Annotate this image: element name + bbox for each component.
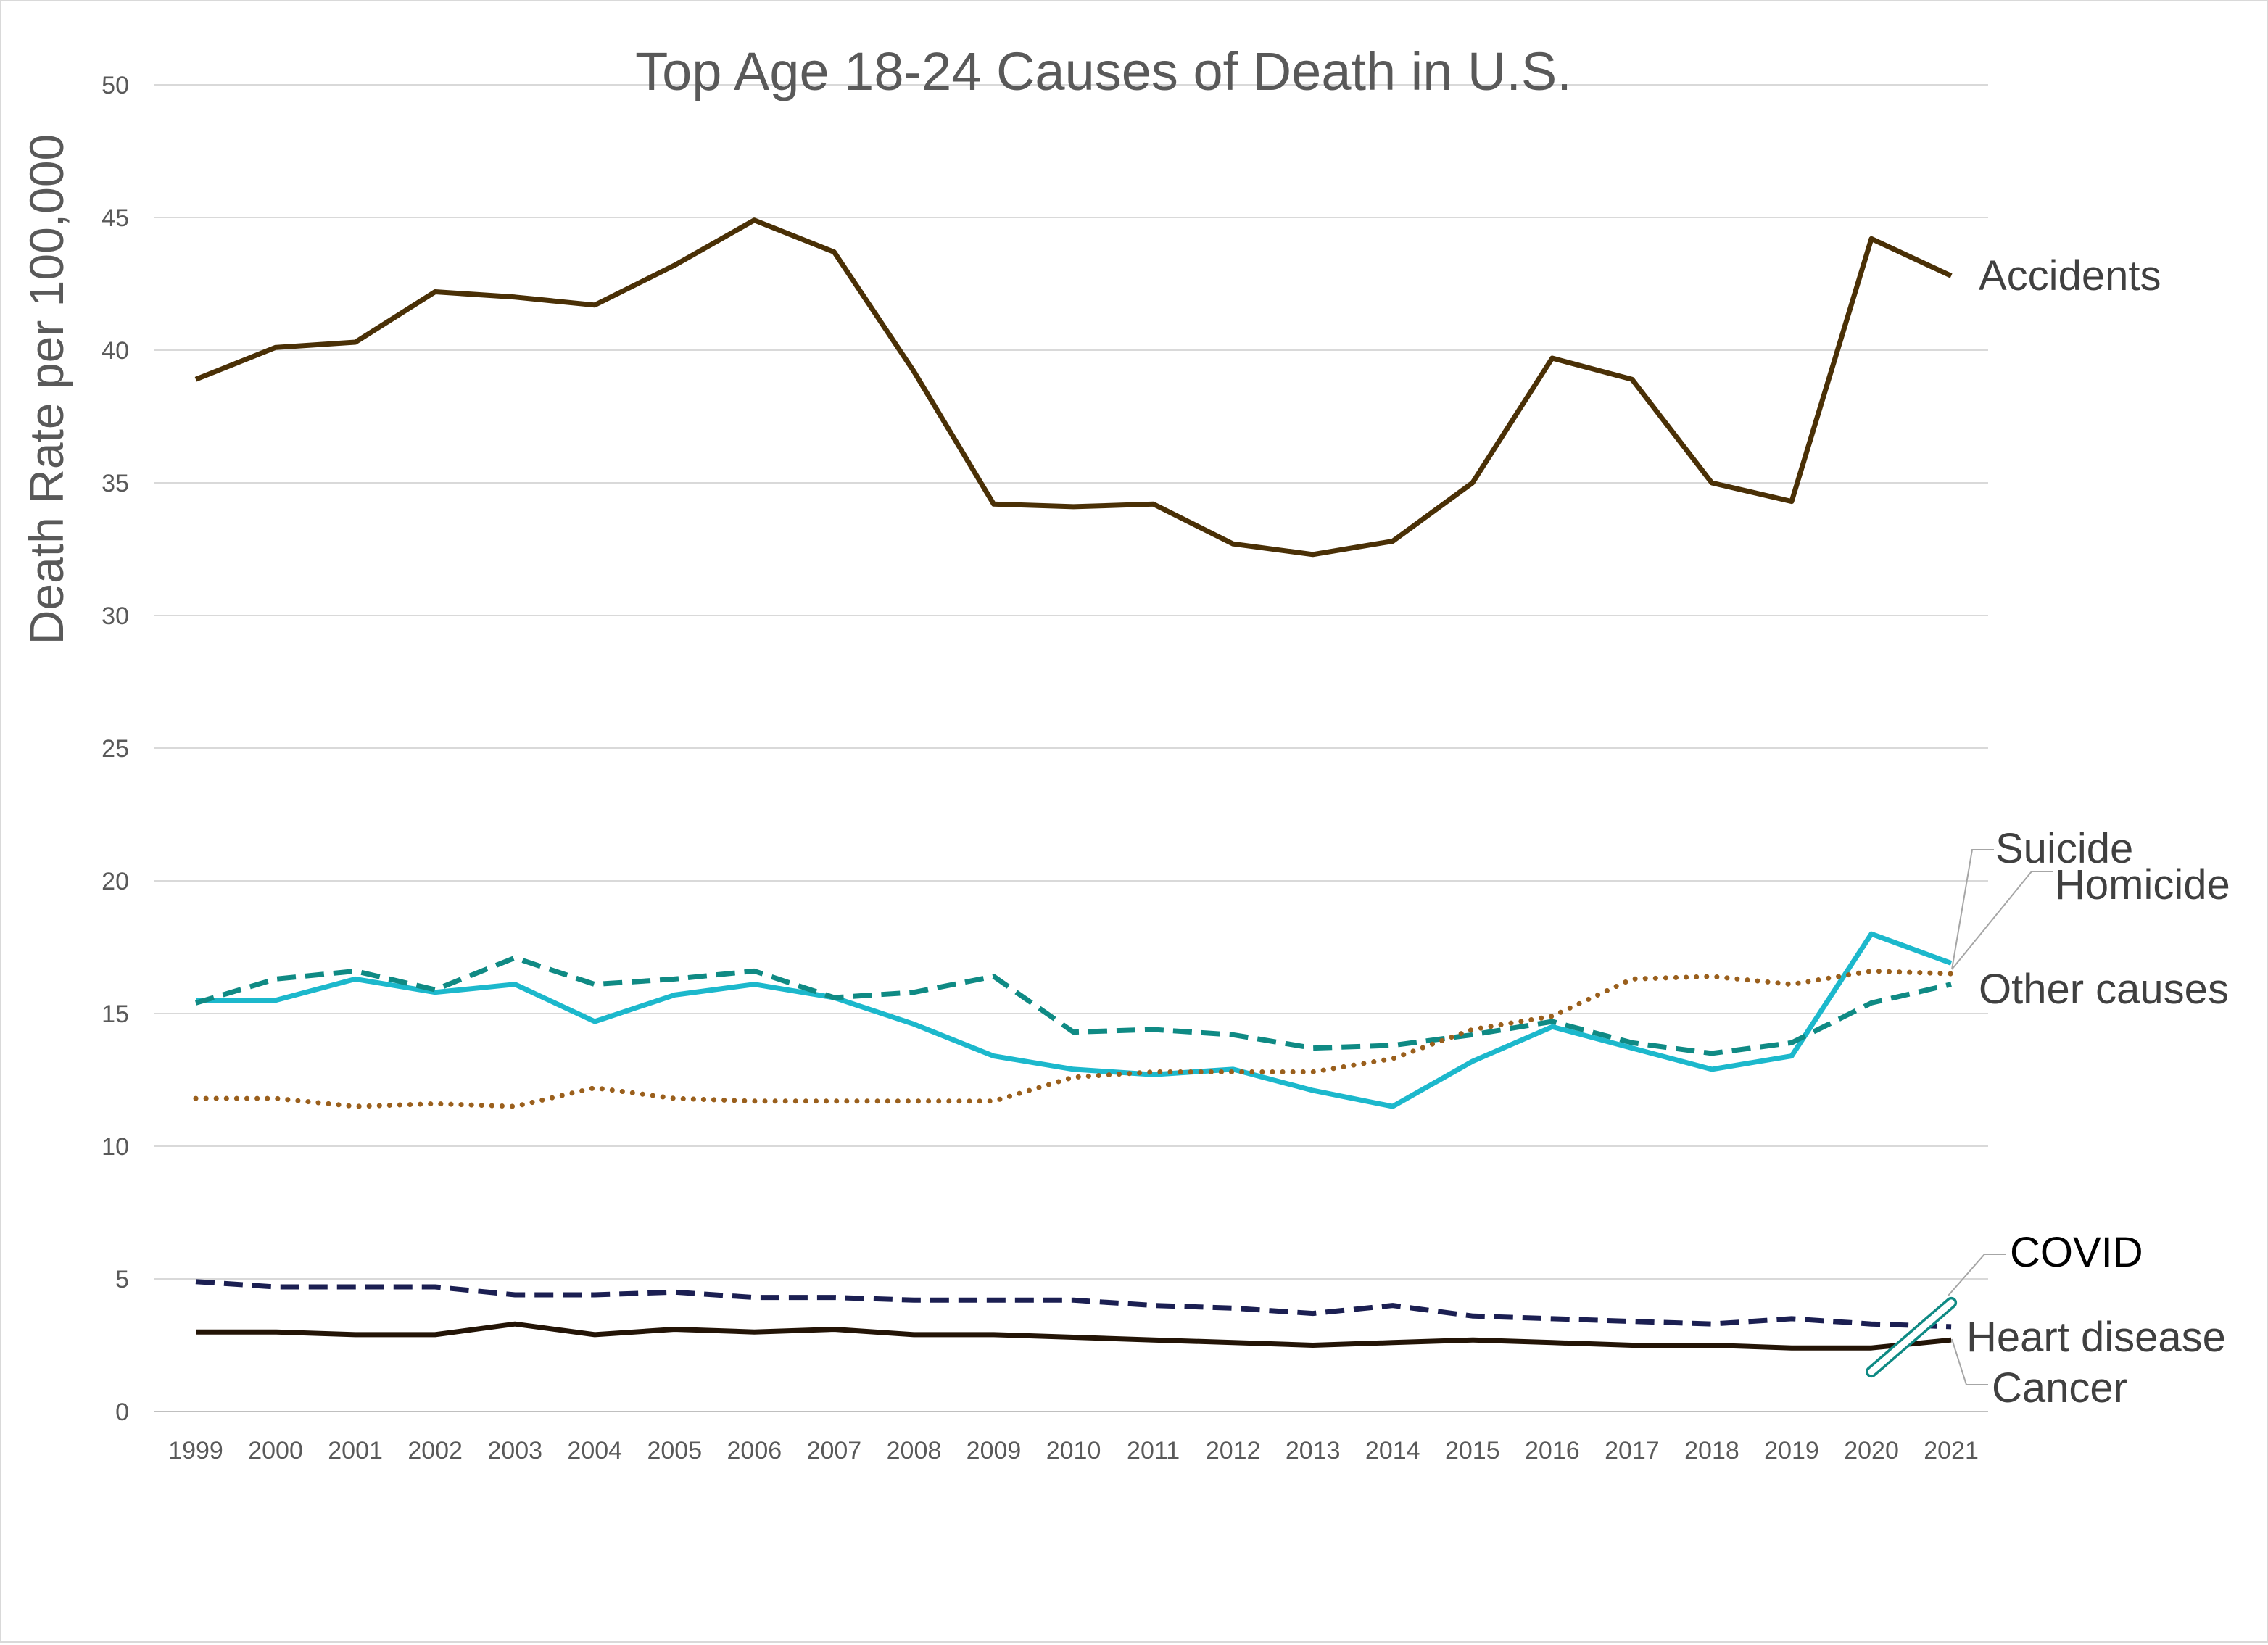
leader-line-homicide (1951, 871, 2053, 970)
gridlines (154, 84, 1988, 1412)
y-tick-label: 35 (102, 470, 129, 497)
x-tick-label: 2005 (647, 1437, 702, 1464)
x-tick-label: 2007 (807, 1437, 862, 1464)
x-tick-label: 2013 (1286, 1437, 1341, 1464)
x-tick-label: 2001 (328, 1437, 383, 1464)
y-tick-label: 30 (102, 602, 129, 630)
series-line-covid (1868, 1299, 1955, 1375)
y-tick-label: 0 (115, 1399, 129, 1426)
x-tick-label: 2020 (1844, 1437, 1899, 1464)
y-tick-label: 5 (115, 1266, 129, 1293)
x-tick-label: 2014 (1365, 1437, 1420, 1464)
x-tick-label: 2021 (1924, 1437, 1979, 1464)
series-label-covid: COVID (2010, 1229, 2143, 1276)
label-leader-lines (1948, 849, 2053, 1385)
x-tick-label: 2008 (887, 1437, 942, 1464)
x-tick-label: 2002 (407, 1437, 463, 1464)
y-tick-label: 40 (102, 337, 129, 365)
series-line-homicide (194, 955, 1952, 1056)
x-tick-label: 2004 (567, 1437, 622, 1464)
series-label-homicide: Homicide (2055, 861, 2230, 908)
x-tick-label: 2016 (1525, 1437, 1580, 1464)
leader-line-cancer (1951, 1338, 1988, 1385)
y-tick-label: 10 (102, 1133, 129, 1161)
series-label-other-causes: Other causes (1979, 966, 2229, 1013)
series-line-cancer (196, 1321, 1952, 1351)
x-tick-label: 2003 (487, 1437, 542, 1464)
x-tick-label: 2006 (727, 1437, 782, 1464)
y-tick-label: 50 (102, 72, 129, 99)
series-lines (193, 217, 1958, 1378)
x-tick-label: 1999 (168, 1437, 223, 1464)
y-tick-label: 20 (102, 868, 129, 895)
series-label-accidents: Accidents (1979, 252, 2161, 299)
x-tick-label: 2012 (1206, 1437, 1261, 1464)
series-label-heart-disease: Heart disease (1966, 1314, 2226, 1361)
y-tick-label: 45 (102, 204, 129, 232)
x-tick-label: 2000 (248, 1437, 303, 1464)
x-tick-label: 2017 (1605, 1437, 1660, 1464)
x-tick-label: 2019 (1764, 1437, 1819, 1464)
y-axis-title: Death Rate per 100,000 (20, 134, 73, 645)
x-tick-labels: 1999 2000 2001 2002 2003 2004 2005 2006 2007 2008… (168, 1437, 1979, 1464)
y-tick-labels: 0 5 10 15 20 25 30 35 40 45 50 (102, 72, 129, 1426)
leader-line-suicide (1951, 849, 1994, 970)
series-line-suicide (196, 931, 1953, 1109)
y-tick-label: 25 (102, 735, 129, 763)
series-line-accidents (194, 217, 1953, 558)
series-label-suicide: Suicide (1995, 825, 2133, 872)
series-line-heart-disease (195, 1279, 1952, 1330)
x-tick-label: 2015 (1445, 1437, 1500, 1464)
chart-title: Top Age 18-24 Causes of Death in U.S. (635, 41, 1572, 101)
series-label-cancer: Cancer (1992, 1364, 2127, 1412)
x-tick-label: 2011 (1127, 1437, 1180, 1464)
leader-line-covid (1948, 1254, 2006, 1296)
x-tick-label: 2018 (1684, 1437, 1739, 1464)
y-tick-label: 15 (102, 1000, 129, 1028)
x-tick-label: 2009 (967, 1437, 1022, 1464)
x-tick-label: 2010 (1046, 1437, 1101, 1464)
